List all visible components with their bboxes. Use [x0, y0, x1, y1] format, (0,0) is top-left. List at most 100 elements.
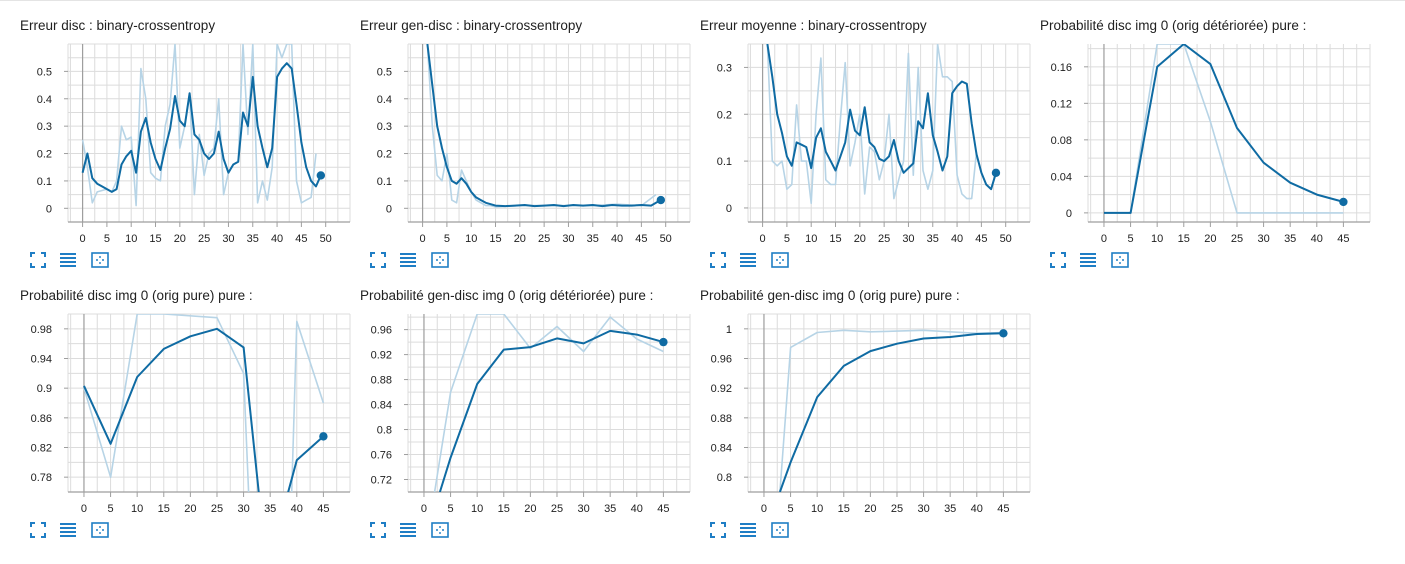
- x-tick-label: 0: [760, 233, 766, 245]
- chart-title: Probabilité disc img 0 (orig détériorée)…: [1040, 18, 1307, 33]
- x-tick-label: 20: [864, 503, 876, 515]
- y-tick-label: 0.82: [31, 443, 52, 455]
- x-tick-label: 25: [198, 233, 210, 245]
- x-tick-label: 40: [271, 233, 283, 245]
- y-tick-label: 0.3: [37, 121, 52, 133]
- fit-domain-icon: [1110, 250, 1130, 270]
- x-tick-label: 20: [524, 503, 536, 515]
- fullscreen-icon: [368, 520, 388, 540]
- y-tick-label: 0.9: [37, 383, 52, 395]
- x-tick-label: 30: [237, 503, 249, 515]
- last-point-marker: [1339, 197, 1348, 207]
- x-tick-label: 30: [222, 233, 234, 245]
- x-tick-label: 15: [489, 233, 501, 245]
- y-tick-label: 0.5: [37, 66, 52, 78]
- x-tick-label: 45: [1337, 233, 1349, 245]
- data-table-button[interactable]: [738, 250, 758, 270]
- data-table-button[interactable]: [738, 520, 758, 540]
- line-chart: 0 5 10 15 20 25 30 35 40 45 50 0 0.1 0.2 0.3 0.4 0.5: [37, 43, 351, 245]
- data-table-button[interactable]: [58, 250, 78, 270]
- x-tick-label: 45: [997, 503, 1009, 515]
- grid: [1087, 44, 1371, 222]
- y-tick-label: 0: [46, 203, 52, 215]
- x-tick-label: 35: [604, 503, 616, 515]
- x-tick-label: 5: [448, 503, 454, 515]
- fit-domain-button[interactable]: [1110, 250, 1130, 270]
- x-tick-label: 20: [514, 233, 526, 245]
- fullscreen-button[interactable]: [28, 520, 48, 540]
- x-tick-label: 50: [660, 233, 672, 245]
- chart-card-proba-gen-disc-pure: Probabilité gen-disc img 0 (orig pure) p…: [680, 270, 1031, 540]
- x-tick-label: 30: [1257, 233, 1269, 245]
- smoothed-series-line: [83, 327, 260, 492]
- x-tick-label: 35: [247, 233, 259, 245]
- x-tick-label: 5: [788, 503, 794, 515]
- fullscreen-button[interactable]: [368, 250, 388, 270]
- chart-card-erreur-moyenne: Erreur moyenne : binary-crossentropy 0 5 1…: [680, 0, 1031, 270]
- x-tick-label: 30: [562, 233, 574, 245]
- raw-series-line: [81, 44, 317, 207]
- fit-domain-button[interactable]: [770, 250, 790, 270]
- x-tick-label: 15: [829, 233, 841, 245]
- x-tick-label: 40: [1311, 233, 1323, 245]
- fit-domain-button[interactable]: [770, 520, 790, 540]
- fit-domain-icon: [430, 520, 450, 540]
- x-tick-label: 25: [551, 503, 563, 515]
- fullscreen-button[interactable]: [708, 520, 728, 540]
- x-tick-label: 10: [471, 503, 483, 515]
- smoothed-series-line: [766, 44, 997, 191]
- fit-domain-button[interactable]: [90, 520, 110, 540]
- x-tick-label: 45: [295, 233, 307, 245]
- y-tick-label: 0.96: [711, 354, 732, 366]
- smoothed-series-line: [1104, 44, 1344, 214]
- chart-title: Erreur gen-disc : binary-crossentropy: [360, 18, 583, 33]
- y-tick-label: 0.88: [371, 375, 392, 387]
- grid: [67, 313, 351, 493]
- data-table-button[interactable]: [398, 250, 418, 270]
- x-tick-label: 30: [577, 503, 589, 515]
- x-tick-label: 35: [1284, 233, 1296, 245]
- fit-domain-button[interactable]: [430, 520, 450, 540]
- y-tick-label: 0.2: [377, 149, 392, 161]
- fullscreen-button[interactable]: [1048, 250, 1068, 270]
- fit-domain-icon: [770, 250, 790, 270]
- x-tick-label: 5: [784, 233, 790, 245]
- data-table-icon: [1078, 250, 1098, 270]
- fullscreen-icon: [28, 520, 48, 540]
- fullscreen-button[interactable]: [368, 520, 388, 540]
- fit-domain-icon: [90, 250, 110, 270]
- raw-series-line: [1104, 44, 1344, 214]
- x-tick-label: 0: [80, 233, 86, 245]
- data-table-button[interactable]: [398, 520, 418, 540]
- x-tick-label: 10: [805, 233, 817, 245]
- x-tick-label: 40: [631, 503, 643, 515]
- x-tick-label: 5: [108, 503, 114, 515]
- data-table-icon: [738, 250, 758, 270]
- fit-domain-button[interactable]: [90, 250, 110, 270]
- grid: [747, 43, 1031, 222]
- chart-card-proba-disc-pure: Probabilité disc img 0 (orig pure) pure …: [0, 270, 351, 540]
- y-tick-label: 0.2: [717, 109, 732, 121]
- fullscreen-button[interactable]: [708, 250, 728, 270]
- x-tick-label: 5: [444, 233, 450, 245]
- raw-series-line: [290, 320, 325, 492]
- x-tick-label: 20: [1204, 233, 1216, 245]
- chart-title: Erreur disc : binary-crossentropy: [20, 18, 216, 33]
- y-tick-label: 0.78: [31, 472, 52, 484]
- y-tick-label: 0.4: [377, 94, 392, 106]
- smoothed-series-line: [81, 62, 322, 193]
- y-tick-label: 0.98: [31, 324, 52, 336]
- fullscreen-button[interactable]: [28, 250, 48, 270]
- data-table-button[interactable]: [58, 520, 78, 540]
- fit-domain-icon: [770, 520, 790, 540]
- data-table-button[interactable]: [1078, 250, 1098, 270]
- data-table-icon: [398, 520, 418, 540]
- last-point-marker: [999, 329, 1008, 338]
- smoothed-series-line: [426, 44, 662, 208]
- y-tick-label: 0.8: [377, 425, 392, 437]
- x-tick-label: 0: [81, 503, 87, 515]
- y-tick-label: 0.08: [1051, 135, 1072, 147]
- x-tick-label: 5: [1128, 233, 1134, 245]
- smoothed-series-line: [778, 332, 1004, 492]
- fit-domain-button[interactable]: [430, 250, 450, 270]
